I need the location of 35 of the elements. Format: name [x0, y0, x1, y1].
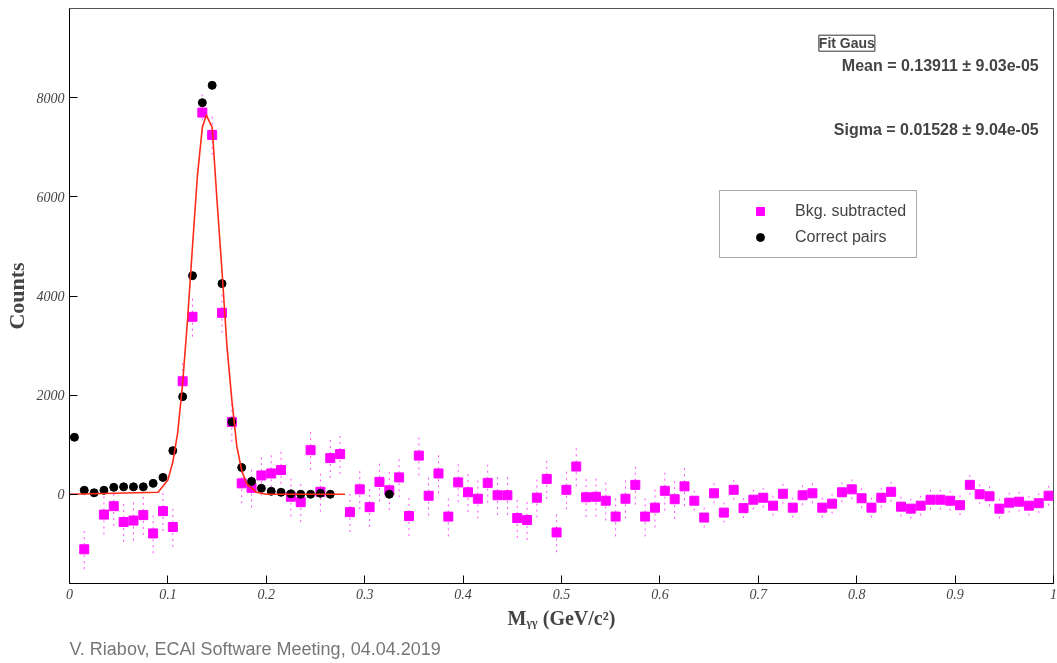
point: [384, 489, 394, 499]
point: [128, 482, 138, 492]
legend-label: Bkg. subtracted: [795, 202, 907, 220]
point: [138, 482, 148, 492]
y-axis-title: Counts: [3, 261, 29, 330]
annotation: Mean = 0.13911 ± 9.03e-05: [841, 57, 1039, 74]
y-tick-label: 0: [57, 487, 65, 503]
legend-label: Correct pairs: [795, 228, 887, 246]
x-tick-label: 0.3: [355, 586, 374, 602]
x-tick-label: 0.5: [552, 586, 571, 602]
y-tick-label: 4000: [36, 289, 65, 304]
point: [119, 482, 129, 492]
point: [109, 482, 119, 492]
x-tick-label: 0.1: [159, 586, 177, 602]
point: [207, 80, 217, 90]
point: [148, 478, 158, 488]
point: [99, 485, 109, 495]
annotation: Sigma = 0.01528 ± 9.04e-05: [833, 121, 1039, 139]
x-tick-label: 0.7: [749, 586, 769, 602]
text: V. Riabov, ECAl Software Meeting, 04.04.2019: [69, 638, 441, 659]
point: [158, 472, 168, 482]
point: [197, 98, 207, 108]
x-tick-label: 0.4: [454, 586, 472, 602]
point: [256, 483, 266, 493]
x-tick-label: 0.8: [847, 586, 866, 602]
x-tick-label: 1: [1050, 586, 1057, 602]
y-tick-label: 2000: [36, 388, 65, 404]
x-tick-label: 0.9: [946, 586, 964, 602]
y-tick-label: 6000: [36, 189, 65, 205]
point: [69, 432, 79, 442]
x-tick-label: 0.2: [257, 586, 276, 602]
x-tick-label: 0.6: [651, 586, 669, 602]
y-tick-label: 8000: [36, 90, 65, 106]
point: [247, 476, 257, 486]
x-axis-title: Mᵧᵧ (GeV/c²): [507, 606, 616, 630]
